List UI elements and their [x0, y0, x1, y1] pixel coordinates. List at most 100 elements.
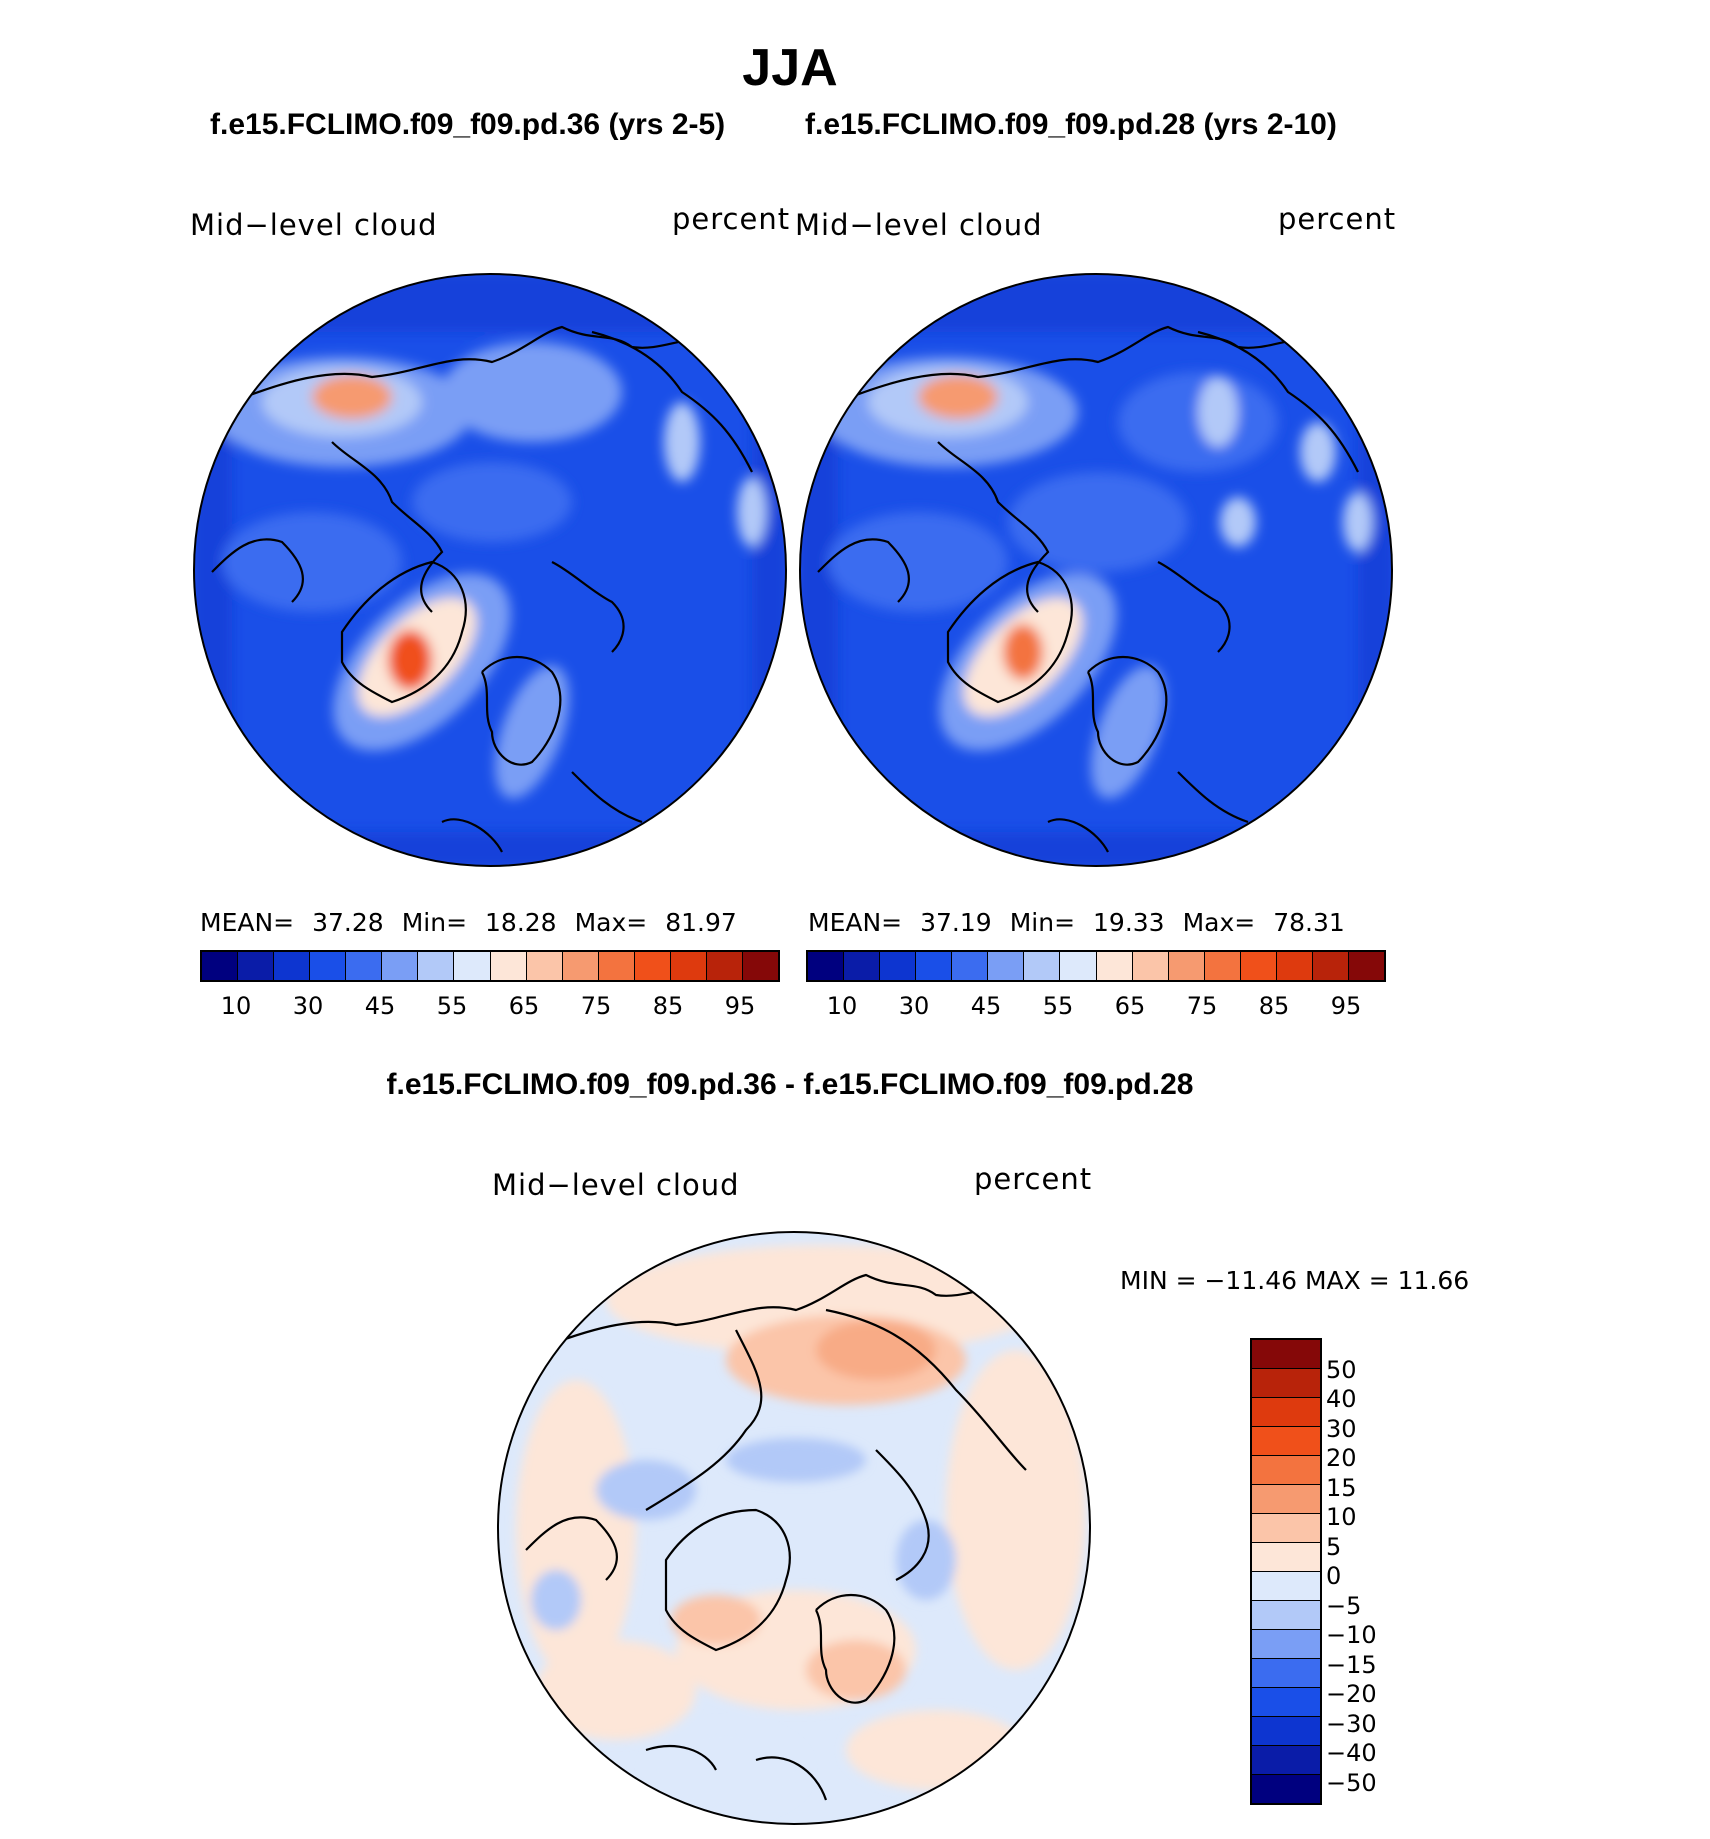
colorbar-tick-label: −15 [1326, 1650, 1377, 1679]
colorbar-cell [1252, 1775, 1320, 1803]
difference-minmax: MIN = −11.46 MAX = 11.66 [1120, 1266, 1470, 1295]
colorbar-tick-label: 50 [1326, 1355, 1357, 1384]
colorbar-tick-label: 65 [508, 992, 540, 1020]
colorbar-tick-label: −10 [1326, 1621, 1377, 1649]
colorbar-tick-label: 65 [1114, 992, 1146, 1020]
colorbar-cell [238, 952, 275, 980]
colorbar-cell [1252, 1601, 1320, 1630]
difference-colorbar [1250, 1338, 1322, 1805]
panel-1-units-label: percent [672, 202, 791, 236]
difference-variable-label: Mid−level cloud [492, 1168, 740, 1202]
panel-1-mean-value: 37.28 [312, 908, 384, 937]
difference-units-label: percent [974, 1162, 1093, 1196]
colorbar-cell [598, 952, 635, 980]
colorbar-tick-label: 55 [436, 992, 468, 1020]
colorbar-tick-label: 5 [1326, 1532, 1342, 1561]
panel-2-variable-label: Mid−level cloud [795, 208, 1043, 242]
figure-title: JJA [742, 39, 838, 97]
colorbar-cell [1276, 952, 1313, 980]
colorbar-cell [1096, 952, 1133, 980]
colorbar-cell [562, 952, 599, 980]
colorbar-cell [1252, 1427, 1320, 1456]
colorbar-tick-label: 85 [652, 992, 684, 1020]
colorbar-cell [1252, 1543, 1320, 1572]
panel-1-stats: MEAN= 37.28 Min= 18.28 Max= 81.97 [200, 908, 755, 937]
colorbar-cell [1132, 952, 1169, 980]
colorbar-tick-label: 95 [724, 992, 756, 1020]
panel-2-min-label: Min= [1009, 908, 1076, 937]
panel-1-min-label: Min= [401, 908, 468, 937]
colorbar-cell [808, 952, 845, 980]
difference-title: f.e15.FCLIMO.f09_f09.pd.36 - f.e15.FCLIM… [386, 1068, 1194, 1101]
colorbar-cell [1252, 1369, 1320, 1398]
colorbar-cell [1312, 952, 1349, 980]
colorbar-tick-label: −40 [1326, 1739, 1377, 1767]
colorbar-tick-label: 20 [1326, 1444, 1357, 1472]
panel-2-min-value: 19.33 [1093, 908, 1165, 937]
panel-1-variable-label: Mid−level cloud [190, 208, 438, 242]
colorbar-tick-label: 30 [292, 992, 324, 1020]
colorbar-tick-label: 10 [220, 992, 252, 1020]
colorbar-cell [382, 952, 419, 980]
colorbar-cell [1252, 1485, 1320, 1514]
colorbar-tick-label: −5 [1326, 1591, 1362, 1620]
colorbar-cell [1252, 1398, 1320, 1427]
colorbar-cell [418, 952, 455, 980]
colorbar-tick-label: 85 [1258, 992, 1290, 1020]
panel-2-units-label: percent [1278, 202, 1397, 236]
panel-1-colorbar-ticks: 10 30 45 55 65 75 85 95 [200, 992, 776, 1022]
colorbar-tick-label: 95 [1330, 992, 1362, 1020]
colorbar-cell [1252, 1717, 1320, 1746]
panel-1-colorbar [200, 950, 780, 982]
colorbar-cell [1252, 1514, 1320, 1543]
colorbar-tick-label: 45 [970, 992, 1002, 1020]
colorbar-tick-label: 30 [898, 992, 930, 1020]
colorbar-tick-label: 15 [1326, 1473, 1357, 1502]
colorbar-tick-label: −50 [1326, 1768, 1377, 1797]
colorbar-tick-label: 30 [1326, 1414, 1357, 1443]
colorbar-cell [1252, 1630, 1320, 1659]
panel-1-case-title: f.e15.FCLIMO.f09_f09.pd.36 (yrs 2-5) [210, 108, 726, 141]
colorbar-cell [1024, 952, 1061, 980]
colorbar-tick-label: −30 [1326, 1709, 1377, 1738]
panel-2-max-value: 78.31 [1273, 908, 1345, 937]
colorbar-cell [634, 952, 671, 980]
panel-2-max-label: Max= [1182, 908, 1256, 937]
colorbar-tick-label: 40 [1326, 1385, 1357, 1413]
colorbar-cell [670, 952, 707, 980]
colorbar-tick-label: 10 [826, 992, 858, 1020]
colorbar-tick-label: 55 [1042, 992, 1074, 1020]
panel-1-polar-map [193, 273, 787, 867]
colorbar-cell [526, 952, 563, 980]
panel-1-max-value: 81.97 [665, 908, 737, 937]
colorbar-cell [1252, 1746, 1320, 1775]
colorbar-cell [1252, 1659, 1320, 1688]
colorbar-cell [1252, 1340, 1320, 1369]
colorbar-cell [988, 952, 1025, 980]
panel-2-mean-value: 37.19 [920, 908, 992, 937]
panel-2-stats: MEAN= 37.19 Min= 19.33 Max= 78.31 [808, 908, 1363, 937]
colorbar-cell [346, 952, 383, 980]
difference-polar-map [497, 1231, 1091, 1825]
colorbar-cell [916, 952, 953, 980]
panel-2-case-title: f.e15.FCLIMO.f09_f09.pd.28 (yrs 2-10) [805, 108, 1337, 141]
colorbar-cell [274, 952, 311, 980]
panel-1-mean-label: MEAN= [200, 908, 295, 937]
colorbar-cell [1060, 952, 1097, 980]
panel-1-min-value: 18.28 [485, 908, 557, 937]
colorbar-cell [454, 952, 491, 980]
colorbar-cell [202, 952, 239, 980]
colorbar-tick-label: 75 [1186, 992, 1218, 1020]
panel-2-colorbar-ticks: 10 30 45 55 65 75 85 95 [806, 992, 1382, 1022]
colorbar-tick-label: 0 [1326, 1562, 1342, 1590]
colorbar-cell [1204, 952, 1241, 980]
colorbar-cell [1252, 1688, 1320, 1717]
colorbar-cell [1252, 1456, 1320, 1485]
colorbar-cell [844, 952, 881, 980]
colorbar-cell [952, 952, 989, 980]
colorbar-cell [742, 952, 778, 980]
colorbar-tick-label: 10 [1326, 1503, 1357, 1531]
colorbar-cell [1252, 1572, 1320, 1601]
colorbar-cell [490, 952, 527, 980]
panel-2-colorbar [806, 950, 1386, 982]
